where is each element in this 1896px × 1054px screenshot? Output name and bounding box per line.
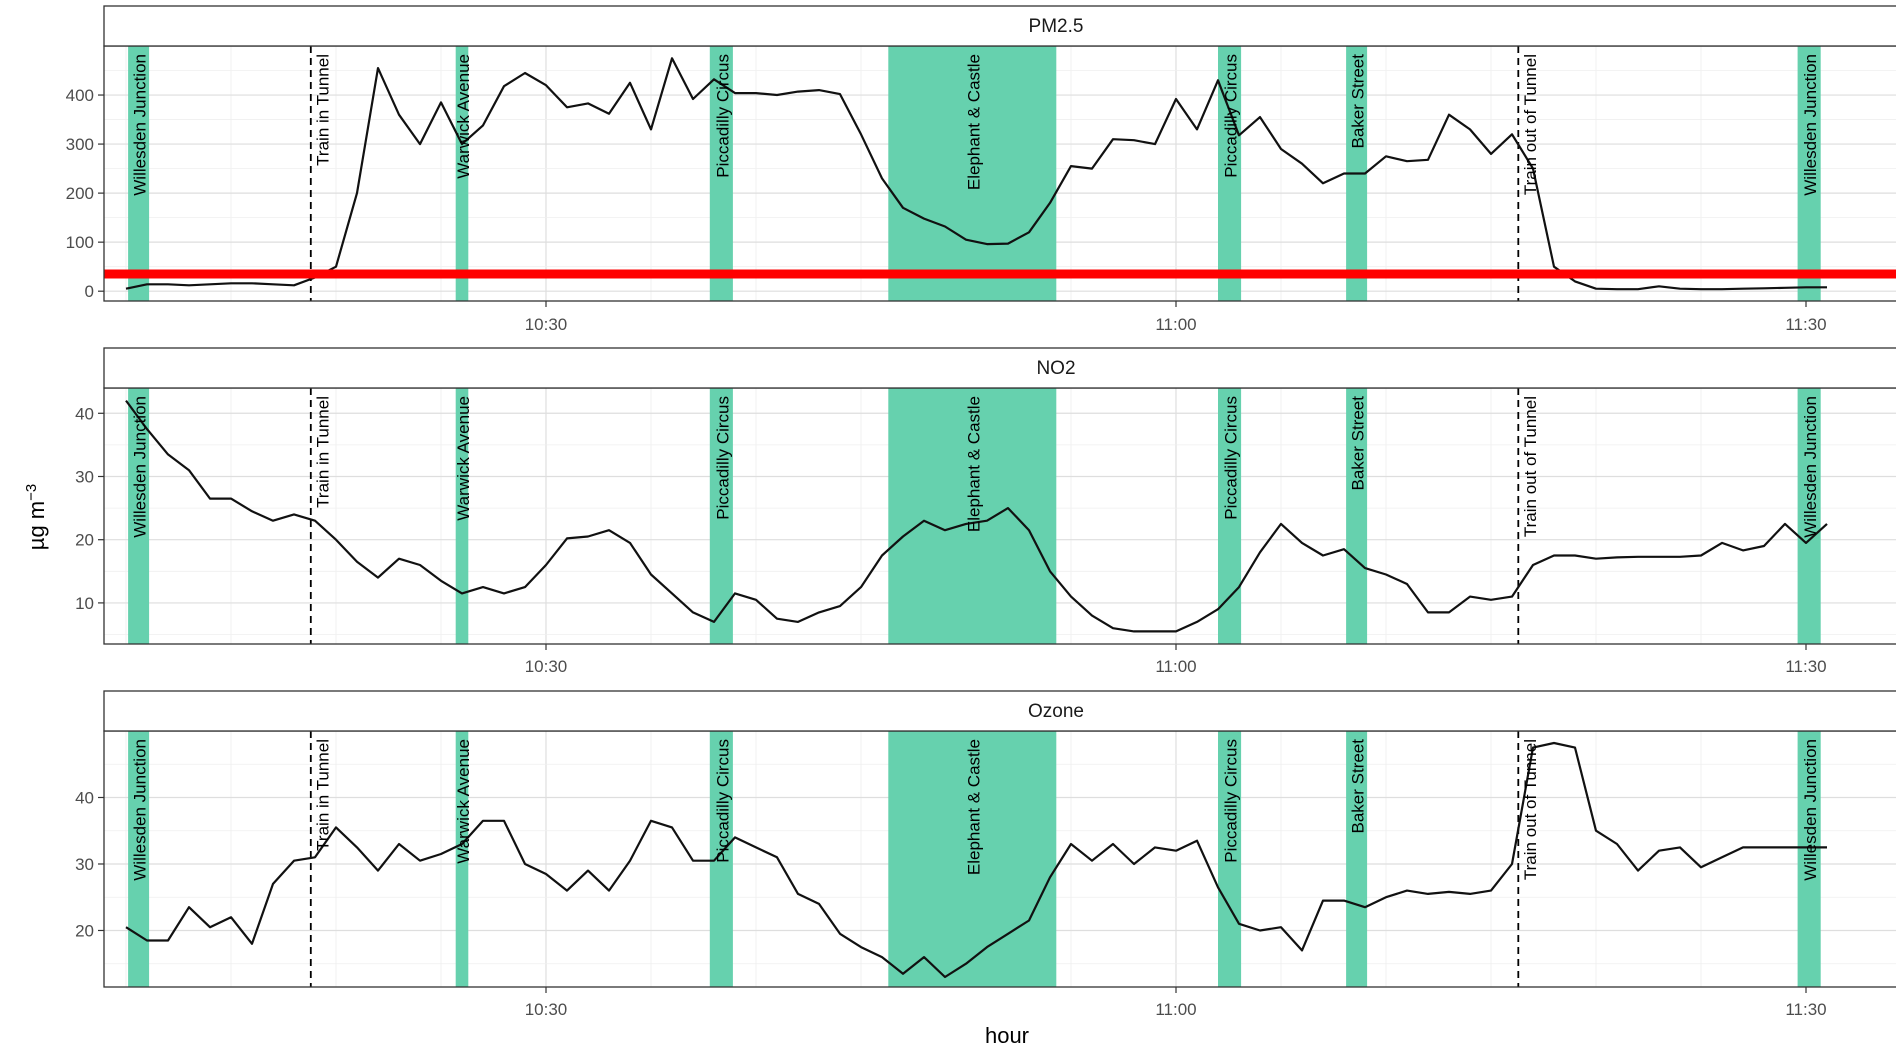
y-tick-label: 10 <box>75 594 94 613</box>
station-band <box>709 46 733 301</box>
station-band <box>888 731 1057 987</box>
band-label: Train in Tunnel <box>313 54 332 166</box>
station-band <box>888 46 1057 301</box>
panel-title: NO2 <box>1036 358 1075 379</box>
panel-title: Ozone <box>1028 701 1084 722</box>
x-tick-label: 10:30 <box>525 315 568 334</box>
series-line-no2 <box>125 399 1828 633</box>
x-tick-label: 11:00 <box>1155 657 1196 676</box>
band-label: Train in Tunnel <box>313 739 332 851</box>
y-tick-label: 20 <box>75 531 94 550</box>
station-band <box>128 731 150 987</box>
panel-no2: Willesden Junction Warwick Avenue Piccadil… <box>75 347 1896 676</box>
x-tick-label: 10:30 <box>525 657 568 676</box>
station-band <box>1218 46 1242 301</box>
station-band <box>709 388 733 644</box>
station-band <box>1218 731 1242 987</box>
band-label: Piccadilly Circus <box>1222 54 1241 178</box>
y-axis-title: µg m−3 <box>23 484 50 550</box>
band-label: Baker Street <box>1349 739 1368 834</box>
band-label: Train in Tunnel <box>313 396 332 508</box>
station-band <box>455 46 469 301</box>
station-band <box>709 731 733 987</box>
y-tick-label: 100 <box>66 233 94 252</box>
band-label: Willesden Junction <box>1801 739 1820 881</box>
station-band <box>128 46 150 301</box>
station-band <box>888 388 1057 644</box>
panel-pm2-5: Willesden Junction Warwick Avenue Piccadil… <box>66 5 1896 334</box>
station-band <box>1797 46 1821 301</box>
station-band <box>455 388 469 644</box>
series-line-pm2-5 <box>125 57 1827 291</box>
panel-strip <box>103 690 1896 732</box>
station-band <box>1797 731 1821 987</box>
band-label: Warwick Avenue <box>454 54 473 179</box>
band-label: Baker Street <box>1349 396 1368 491</box>
band-label: Piccadilly Circus <box>713 396 732 520</box>
y-tick-label: 30 <box>75 855 94 874</box>
band-label: Train out of Tunnel <box>1521 396 1540 537</box>
y-axis-title-unit: µg m <box>24 501 49 550</box>
band-label: Willesden Junction <box>131 54 150 196</box>
band-label: Warwick Avenue <box>454 396 473 521</box>
band-label: Elephant & Castle <box>964 739 983 875</box>
y-tick-label: 400 <box>66 86 94 105</box>
band-label: Train out of Tunnel <box>1521 739 1540 880</box>
band-label: Elephant & Castle <box>964 54 983 190</box>
band-label: Warwick Avenue <box>454 739 473 864</box>
band-label: Piccadilly Circus <box>1222 739 1241 863</box>
panel-strip <box>103 347 1896 389</box>
station-band <box>1346 388 1368 644</box>
x-tick-label: 11:30 <box>1785 1000 1826 1019</box>
panel-title: PM2.5 <box>1029 16 1084 37</box>
x-tick-label: 11:30 <box>1785 657 1826 676</box>
y-axis-title-exponent: −3 <box>23 484 40 501</box>
band-label: Baker Street <box>1349 54 1368 149</box>
band-label: Willesden Junction <box>131 396 150 538</box>
station-band <box>1346 731 1368 987</box>
x-tick-label: 10:30 <box>525 1000 568 1019</box>
x-tick-label: 11:30 <box>1785 315 1826 334</box>
y-tick-label: 0 <box>85 282 94 301</box>
band-label: Willesden Junction <box>1801 396 1820 538</box>
x-tick-label: 11:00 <box>1155 315 1196 334</box>
series-line-ozone <box>125 741 1827 979</box>
y-tick-label: 300 <box>66 135 94 154</box>
y-tick-label: 30 <box>75 467 94 486</box>
band-label: Piccadilly Circus <box>713 54 732 178</box>
band-label: Elephant & Castle <box>964 396 983 532</box>
y-tick-label: 20 <box>75 921 94 940</box>
y-tick-label: 40 <box>75 788 94 807</box>
band-label: Train out of Tunnel <box>1521 54 1540 195</box>
station-band <box>455 731 469 987</box>
station-band <box>1797 388 1821 644</box>
x-axis-title: hour <box>985 1023 1029 1048</box>
band-label: Piccadilly Circus <box>1222 396 1241 520</box>
panel-strip <box>103 5 1896 47</box>
band-label: Willesden Junction <box>131 739 150 881</box>
panel-ozone: Willesden Junction Warwick Avenue Piccadil… <box>75 690 1896 1019</box>
station-band <box>1218 388 1242 644</box>
station-band <box>128 388 150 644</box>
band-label: Willesden Junction <box>1801 54 1820 196</box>
y-tick-label: 40 <box>75 404 94 423</box>
band-label: Piccadilly Circus <box>713 739 732 863</box>
x-tick-label: 11:00 <box>1155 1000 1196 1019</box>
y-tick-label: 200 <box>66 184 94 203</box>
